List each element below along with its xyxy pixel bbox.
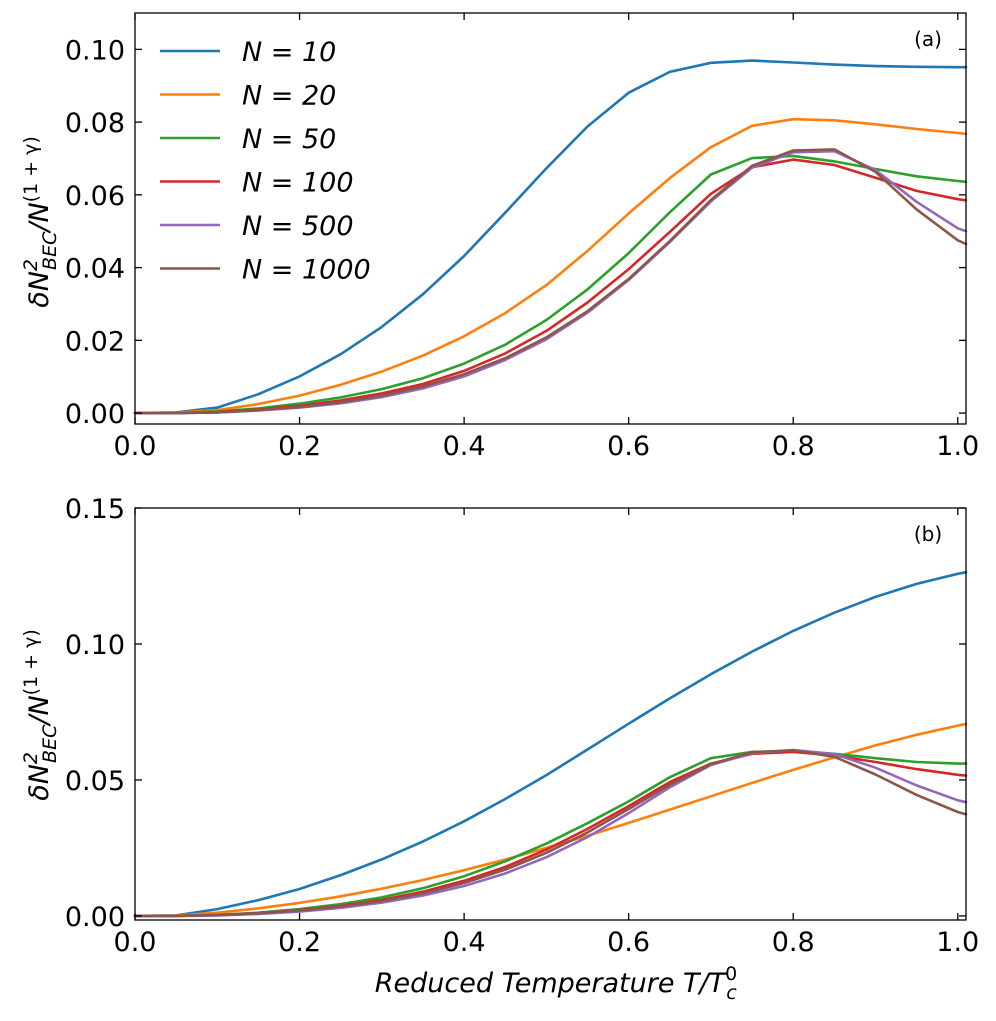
x-tick-label: 1.0	[936, 431, 979, 462]
y-tick-label: 0.00	[65, 902, 125, 933]
panel-b-label: (b)	[914, 522, 942, 546]
panel-a-series-line-n50	[133, 154, 968, 415]
y-tick-label: 0.04	[65, 254, 125, 285]
panel-b: 0.0 0.2 0.4 0.6 0.8 1.0 0.00 0.05 0.10 0.15 (b) δ…	[20, 494, 979, 958]
x-tick-label: 1.0	[936, 927, 979, 958]
x-tick-label: 0.8	[772, 927, 815, 958]
legend-label: N = 20	[242, 81, 336, 112]
panel-a: 0.0 0.2 0.4 0.6 0.8 1.0 0.00 0.02 0.04 0.06 0.08 0.…	[20, 12, 979, 462]
legend-label: N = 10	[242, 37, 336, 68]
x-tick-label: 0.0	[114, 431, 157, 462]
panel-a-ticks: 0.0 0.2 0.4 0.6 0.8 1.0 0.00 0.02 0.04 0.06 0.08 0.…	[65, 13, 979, 462]
legend-label: N = 500	[242, 211, 354, 242]
panel-b-ylabel: δN2BEC/N(1 + γ)	[20, 629, 61, 801]
panel-b-frame	[134, 507, 967, 921]
legend-label: N = 1000	[242, 255, 371, 286]
panel-a-ylabel: δN2BEC/N(1 + γ)	[20, 136, 61, 308]
panel-b-lines	[133, 570, 968, 918]
y-tick-label: 0.10	[65, 630, 125, 661]
panel-b-ticks: 0.0 0.2 0.4 0.6 0.8 1.0 0.00 0.05 0.10 0.15	[65, 494, 979, 958]
x-tick-label: 0.4	[443, 431, 486, 462]
y-tick-label: 0.15	[65, 494, 125, 525]
x-tick-label: 0.8	[772, 431, 815, 462]
panel-a-label: (a)	[914, 27, 942, 51]
panel-b-series-line-n1000	[133, 748, 968, 918]
y-tick-label: 0.05	[65, 766, 125, 797]
x-tick-label: 0.6	[607, 927, 650, 958]
y-tick-label: 0.10	[65, 35, 125, 66]
x-tick-label: 0.0	[114, 927, 157, 958]
panel-a-series-line-n1000	[133, 148, 968, 415]
panel-a-frame	[134, 12, 967, 425]
y-tick-label: 0.02	[65, 326, 125, 357]
x-tick-label: 0.6	[607, 431, 650, 462]
x-tick-label: 0.2	[278, 927, 321, 958]
y-tick-label: 0.00	[65, 399, 125, 430]
x-tick-label: 0.2	[278, 431, 321, 462]
legend-label: N = 100	[242, 168, 354, 199]
panel-a-series-line-n10	[133, 59, 968, 415]
y-tick-label: 0.06	[65, 181, 125, 212]
panel-a-lines	[133, 59, 968, 415]
x-axis-title: Reduced Temperature T/T0 c	[375, 963, 737, 1004]
legend: N = 10 N = 20 N = 50 N = 100 N = 500 N = 1000	[160, 37, 371, 286]
panel-a-series-line-n20	[133, 117, 968, 415]
y-tick-label: 0.08	[65, 108, 125, 139]
panel-b-series-line-n10	[133, 570, 968, 918]
legend-label: N = 50	[242, 124, 336, 155]
x-tick-label: 0.4	[443, 927, 486, 958]
